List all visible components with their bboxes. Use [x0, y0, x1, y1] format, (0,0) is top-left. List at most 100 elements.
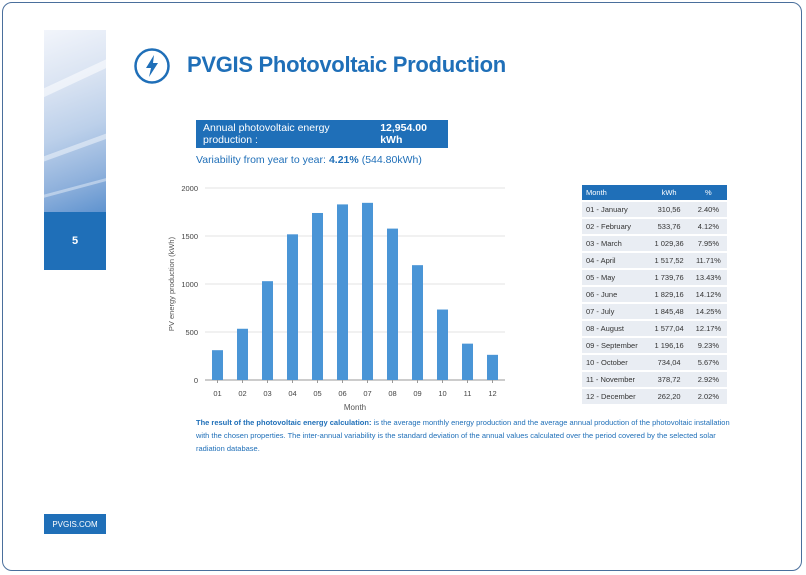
- percent-cell: 2.92%: [689, 372, 727, 387]
- x-tick-label: 03: [263, 389, 271, 398]
- x-tick-label: 01: [213, 389, 221, 398]
- table-row: 08 - August 1 577,04 12.17%: [582, 321, 727, 336]
- bar: [412, 265, 423, 380]
- monthly-production-chart: 0 500 1000 1500 2000 01 02 03 04 05 06 07 08 09 10 11 12…: [167, 184, 505, 412]
- percent-cell: 5.67%: [689, 355, 727, 370]
- side-decoration-image: [44, 30, 106, 212]
- x-tick-label: 02: [238, 389, 246, 398]
- table-row: 05 - May 1 739,76 13.43%: [582, 270, 727, 285]
- header-percent: %: [689, 185, 727, 200]
- y-tick-label: 1000: [181, 280, 198, 289]
- table-row: 06 - June 1 829,16 14.12%: [582, 287, 727, 302]
- x-tick-label: 07: [363, 389, 371, 398]
- bar: [287, 234, 298, 380]
- x-tick-label: 04: [288, 389, 296, 398]
- header-kwh: kWh: [648, 185, 690, 200]
- bar: [312, 212, 323, 380]
- bar: [262, 281, 273, 380]
- month-cell: 02 - February: [582, 219, 649, 234]
- footer-website-link[interactable]: PVGIS.COM: [44, 514, 106, 534]
- kwh-cell: 1 196,16: [648, 338, 690, 353]
- month-cell: 06 - June: [582, 287, 649, 302]
- table-header-row: Month kWh %: [582, 185, 727, 200]
- percent-cell: 9.23%: [689, 338, 727, 353]
- kwh-cell: 378,72: [648, 372, 690, 387]
- bar: [237, 328, 248, 380]
- table-row: 07 - July 1 845,48 14.25%: [582, 304, 727, 319]
- bar: [387, 228, 398, 380]
- table-row: 10 - October 734,04 5.67%: [582, 355, 727, 370]
- table-row: 02 - February 533,76 4.12%: [582, 219, 727, 234]
- variability-percent: 4.21%: [328, 154, 359, 166]
- month-cell: 12 - December: [582, 389, 649, 404]
- month-cell: 11 - November: [582, 372, 649, 387]
- kwh-cell: 1 517,52: [648, 253, 690, 268]
- table-row: 09 - September 1 196,16 9.23%: [582, 338, 727, 353]
- month-cell: 03 - March: [582, 236, 649, 251]
- month-cell: 01 - January: [582, 202, 649, 217]
- chart-caption: The result of the photovoltaic energy ca…: [196, 416, 741, 455]
- bar: [362, 202, 373, 380]
- table-row: 03 - March 1 029,36 7.95%: [582, 236, 727, 251]
- month-cell: 10 - October: [582, 355, 649, 370]
- y-tick-label: 0: [194, 376, 198, 385]
- month-cell: 04 - April: [582, 253, 649, 268]
- x-axis-label: Month: [344, 403, 366, 412]
- variability-label: Variability from year to year:: [196, 154, 326, 166]
- table-row: 11 - November 378,72 2.92%: [582, 372, 727, 387]
- x-tick-label: 10: [438, 389, 446, 398]
- annual-production-box: Annual photovoltaic energy production : …: [196, 120, 448, 148]
- variability-kwh: (544.80kWh): [361, 154, 422, 166]
- percent-cell: 12.17%: [689, 321, 727, 336]
- percent-cell: 7.95%: [689, 236, 727, 251]
- kwh-cell: 1 577,04: [648, 321, 690, 336]
- annual-production-value: 12,954.00 kWh: [380, 122, 427, 146]
- monthly-table: Month kWh % 01 - January 310,56 2.40% 02 - …: [582, 183, 727, 406]
- percent-cell: 14.25%: [689, 304, 727, 319]
- percent-cell: 2.40%: [689, 202, 727, 217]
- annual-production-label: Annual photovoltaic energy production :: [203, 122, 330, 146]
- caption-text: is the average monthly energy production…: [196, 418, 730, 453]
- bar: [212, 350, 223, 380]
- y-axis-label: PV energy production (kWh): [167, 236, 176, 331]
- caption-bold: The result of the photovoltaic energy ca…: [196, 418, 372, 427]
- header-month: Month: [582, 185, 649, 200]
- lightning-bolt-icon: [134, 48, 170, 84]
- percent-cell: 14.12%: [689, 287, 727, 302]
- month-cell: 08 - August: [582, 321, 649, 336]
- bar: [487, 354, 498, 380]
- y-tick-label: 500: [185, 328, 198, 337]
- kwh-cell: 1 829,16: [648, 287, 690, 302]
- bar: [462, 343, 473, 380]
- table-row: 01 - January 310,56 2.40%: [582, 202, 727, 217]
- month-cell: 09 - September: [582, 338, 649, 353]
- x-tick-label: 06: [338, 389, 346, 398]
- table-row: 12 - December 262,20 2.02%: [582, 389, 727, 404]
- x-tick-label: 09: [413, 389, 421, 398]
- page-title: PVGIS Photovoltaic Production: [187, 52, 506, 77]
- percent-cell: 4.12%: [689, 219, 727, 234]
- percent-cell: 13.43%: [689, 270, 727, 285]
- kwh-cell: 310,56: [648, 202, 690, 217]
- bar: [337, 204, 348, 380]
- bar: [437, 309, 448, 380]
- y-tick-label: 2000: [181, 184, 198, 193]
- kwh-cell: 533,76: [648, 219, 690, 234]
- percent-cell: 11.71%: [689, 253, 727, 268]
- month-cell: 07 - July: [582, 304, 649, 319]
- percent-cell: 2.02%: [689, 389, 727, 404]
- y-tick-label: 1500: [181, 232, 198, 241]
- kwh-cell: 1 029,36: [648, 236, 690, 251]
- variability-line: Variability from year to year: 4.21% (544.…: [196, 154, 422, 166]
- page-number: 5: [44, 212, 106, 270]
- kwh-cell: 1 739,76: [648, 270, 690, 285]
- x-tick-label: 11: [464, 389, 472, 398]
- x-tick-label: 08: [388, 389, 396, 398]
- kwh-cell: 262,20: [648, 389, 690, 404]
- month-cell: 05 - May: [582, 270, 649, 285]
- x-tick-label: 12: [488, 389, 496, 398]
- kwh-cell: 1 845,48: [648, 304, 690, 319]
- x-tick-label: 05: [313, 389, 321, 398]
- table-row: 04 - April 1 517,52 11.71%: [582, 253, 727, 268]
